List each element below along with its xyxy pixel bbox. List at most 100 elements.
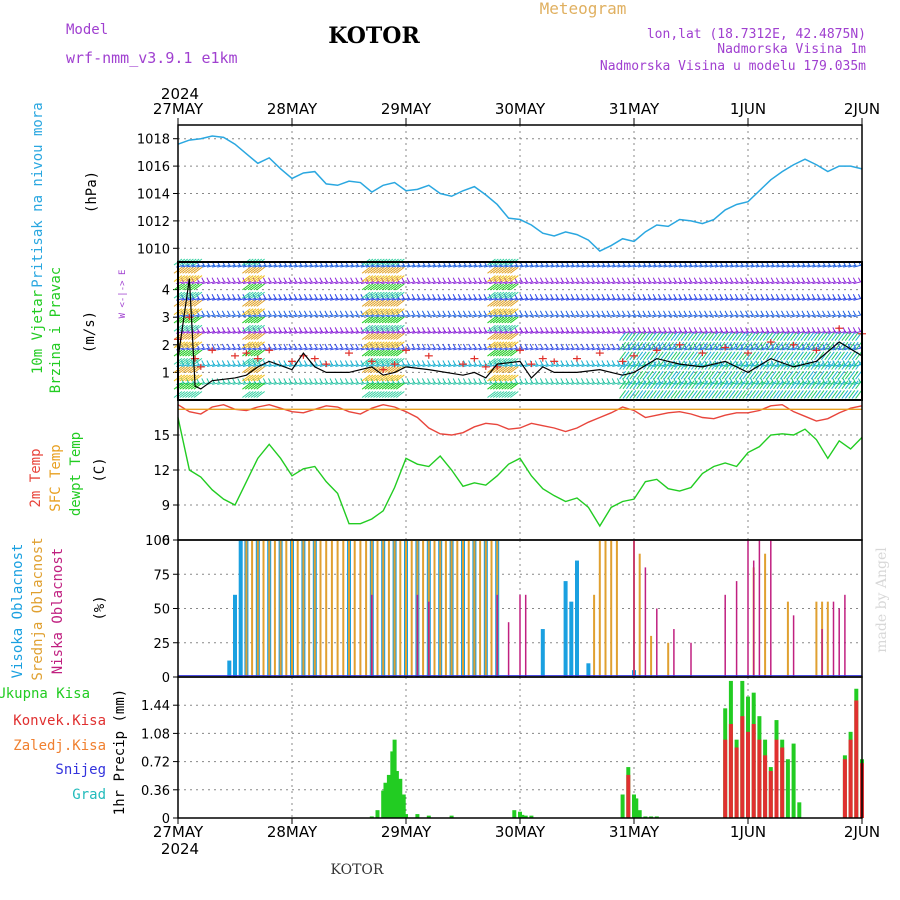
wind-barb (745, 294, 749, 299)
wind-barb (637, 277, 641, 282)
wind-barb (179, 266, 188, 274)
wind-barb (361, 357, 371, 365)
wind-barb (807, 332, 815, 341)
wind-barb (725, 332, 733, 341)
wind-barb (530, 347, 539, 351)
wind-barb (765, 310, 769, 316)
wind-barb (740, 264, 749, 268)
wind-barb (781, 281, 790, 285)
wind-barb (416, 360, 420, 365)
wind-barb (262, 294, 266, 299)
wind-barb (448, 347, 457, 351)
wind-barb (803, 370, 811, 380)
cloud-mid-bar (764, 553, 767, 677)
wind-barb (453, 297, 462, 301)
wind-barb (273, 264, 282, 268)
wind-barb (355, 294, 359, 299)
wind-barb (411, 277, 415, 282)
wind-barb (422, 314, 431, 318)
wind-barb (622, 343, 625, 349)
wind-barb (244, 299, 254, 307)
wind-barb (812, 281, 821, 285)
wind-barb (330, 297, 339, 301)
wind-barb (273, 381, 282, 385)
wind-barb (660, 341, 668, 351)
wind-barb (711, 341, 719, 351)
wind-barb (697, 390, 705, 399)
wind-barb (566, 364, 575, 367)
wind-barb (683, 343, 687, 349)
wind-barb (244, 374, 254, 382)
wind-barb (278, 360, 282, 365)
wind-barb (755, 310, 759, 316)
wind-barb (247, 343, 251, 349)
cloud-mid-bar (598, 540, 601, 677)
wind-barb (381, 391, 391, 398)
wind-barb (309, 294, 312, 299)
wind-barb (365, 330, 375, 334)
wind-barb (668, 343, 672, 349)
wind-barb (719, 378, 723, 383)
wind-barb (206, 297, 216, 301)
wind-barb (324, 294, 328, 299)
wind-barb (637, 327, 641, 332)
wind-barb (539, 277, 543, 282)
wind-barb (622, 327, 625, 332)
wind-barb (770, 343, 774, 349)
wind-barb (187, 349, 197, 357)
wind-barb (304, 347, 313, 351)
wind-barb (855, 390, 862, 399)
wind-barb (697, 380, 705, 390)
wind-barb (683, 310, 687, 316)
wind-barb (412, 281, 421, 285)
cloud-mid-bar (348, 540, 350, 677)
wind-barb (468, 310, 472, 316)
wind-barb (422, 297, 431, 301)
wind-barb (771, 314, 780, 318)
cloud-mid-bar (484, 540, 487, 677)
wind-barb (801, 277, 805, 282)
wind-barb (612, 314, 621, 318)
wind-ylabel: 10m Vjetar (30, 290, 46, 374)
temperature-ytick-label: 9 (162, 499, 170, 514)
wind-barb (732, 361, 739, 370)
wind-barb (800, 351, 808, 361)
wind-barb (509, 324, 519, 332)
wind-barb (411, 327, 415, 332)
wind-barb (750, 264, 759, 268)
wind-barb (729, 343, 733, 349)
cloud-mid-bar (650, 635, 653, 677)
wind-barb (179, 275, 188, 282)
cloud-low-bar (507, 622, 510, 677)
wind-barb (432, 343, 436, 349)
wind-barb (762, 361, 770, 370)
wind-barb (501, 349, 511, 357)
wind-barb (755, 330, 765, 334)
wind-barb (803, 341, 811, 351)
wind-barb (263, 330, 272, 334)
wind-barb (596, 281, 606, 285)
wind-barb (619, 341, 626, 351)
wind-barb (186, 264, 195, 268)
wind-barb (673, 310, 677, 316)
wind-barb (714, 351, 722, 361)
wind-barb (642, 281, 652, 285)
wind-barb (771, 264, 780, 268)
temperature-ytick-label: 12 (153, 464, 170, 479)
wind-barb (212, 347, 221, 351)
wind-barb (555, 381, 565, 385)
wind-barb (504, 364, 513, 367)
wind-barb (504, 281, 513, 285)
wind-barb (555, 264, 565, 268)
wind-barb (381, 283, 391, 291)
wind-barb (221, 343, 225, 349)
wind-barb (335, 381, 344, 385)
wind-barb (278, 327, 282, 332)
wind-barb (370, 266, 379, 274)
wind-barb (309, 381, 318, 385)
wind-barb (314, 277, 318, 282)
wind-barb (791, 327, 795, 332)
wind-barb (193, 266, 203, 274)
wind-barb (853, 281, 862, 285)
wind-barb (376, 347, 385, 351)
